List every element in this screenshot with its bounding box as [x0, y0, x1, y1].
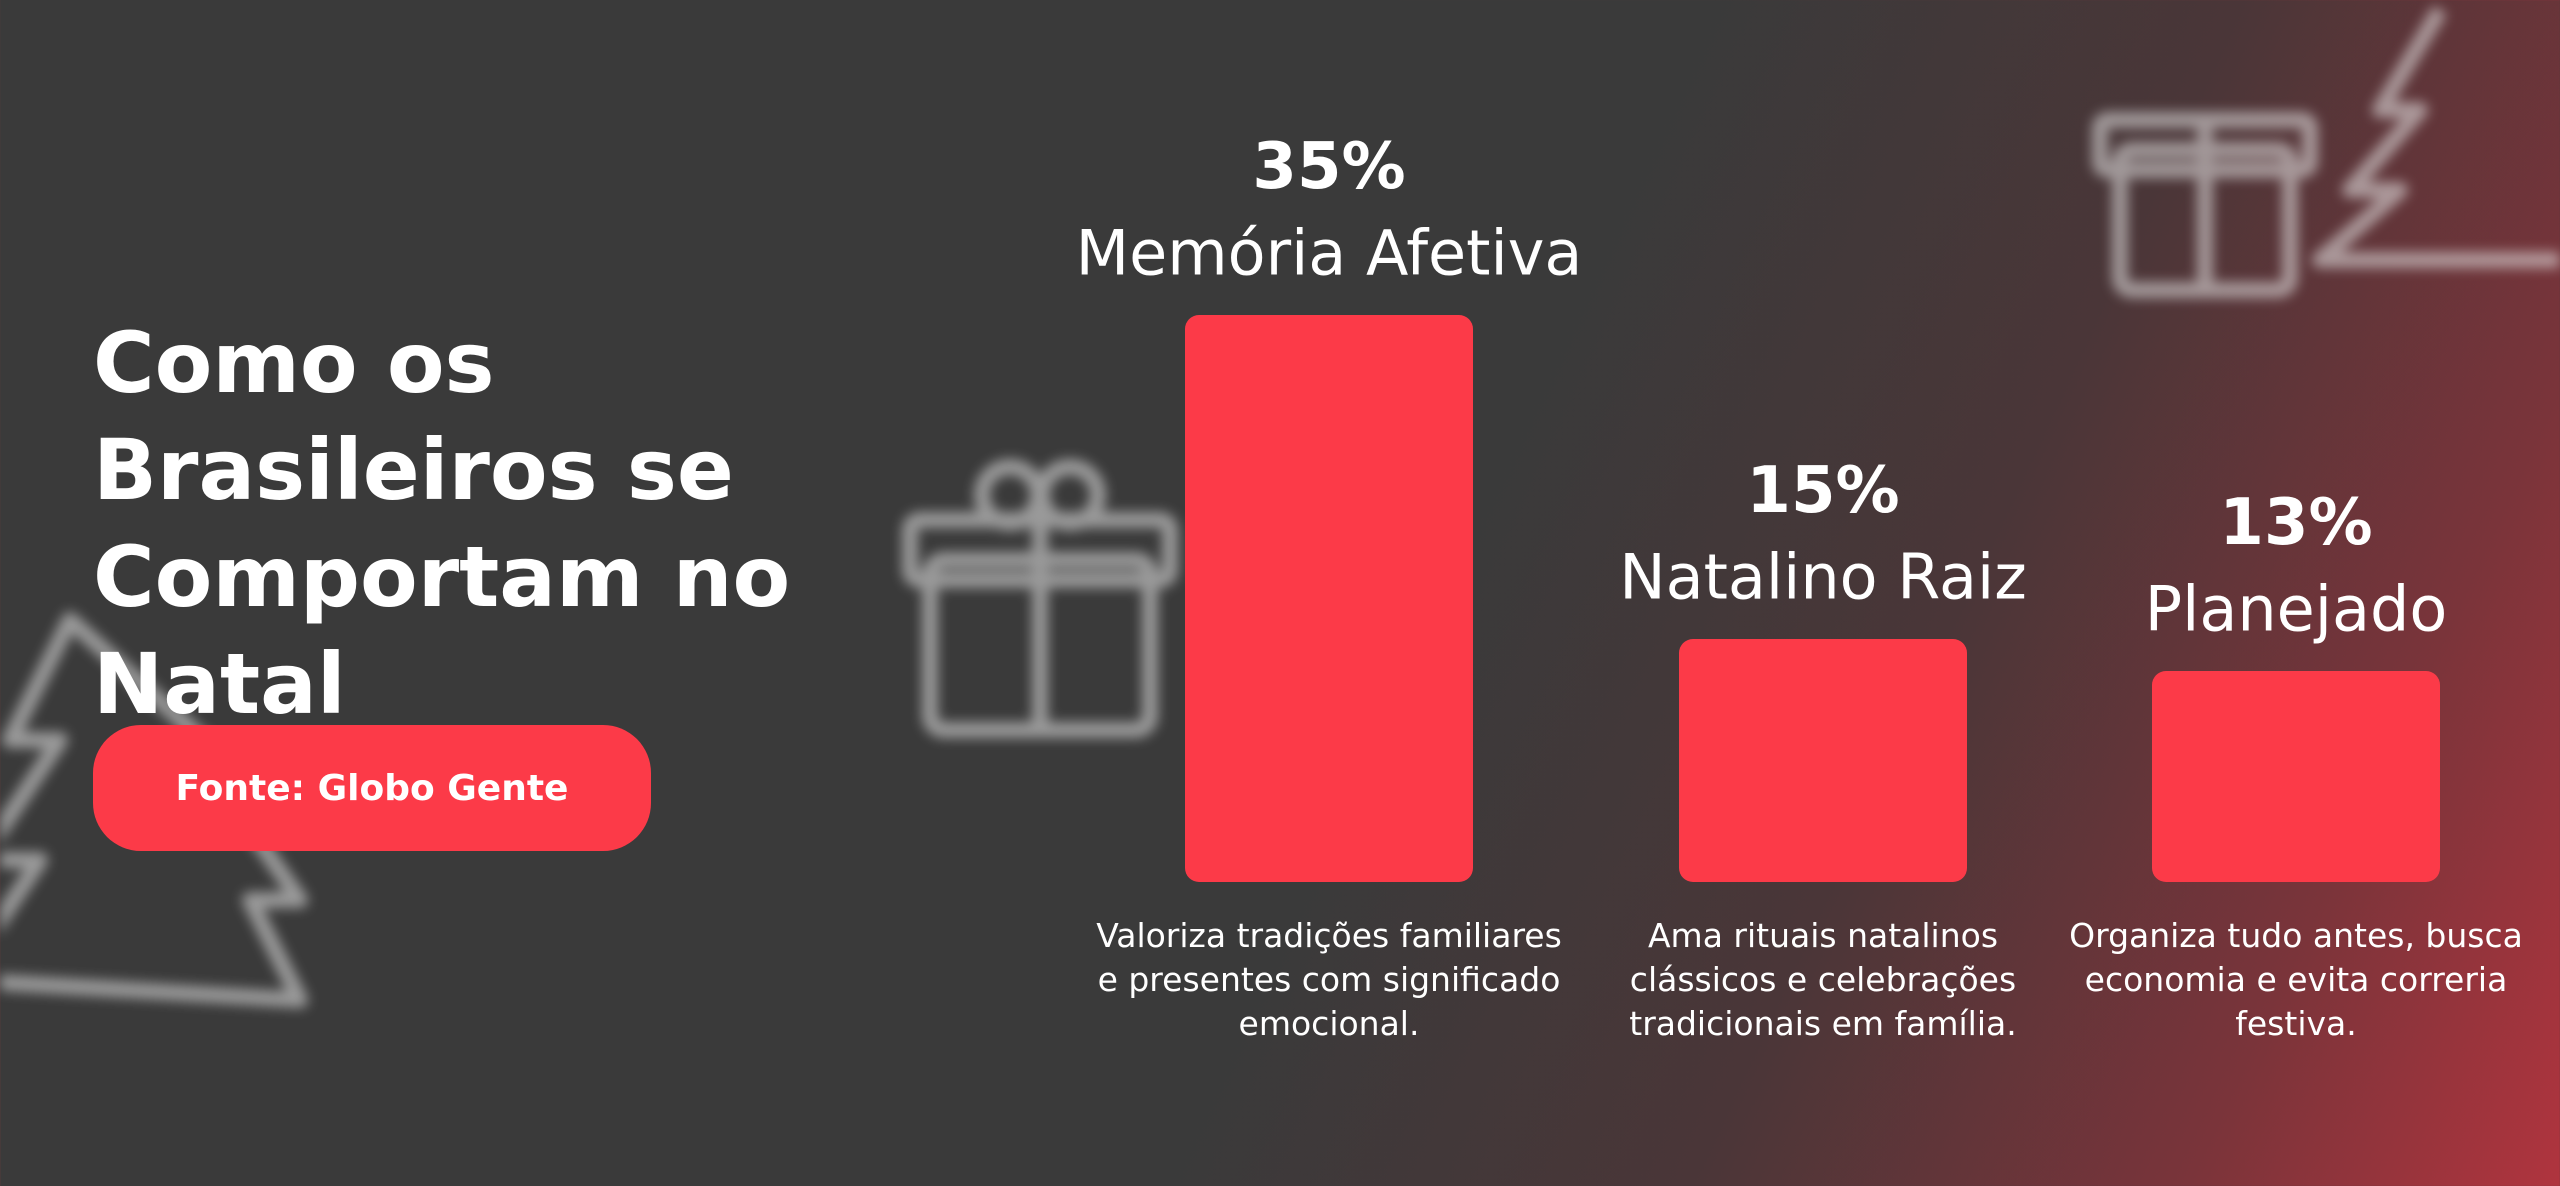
value-label: 35% — [1252, 130, 1406, 204]
bar — [2152, 671, 2440, 882]
category-label: Memória Afetiva — [1075, 216, 1583, 290]
value-label: 15% — [1746, 454, 1900, 528]
source-button[interactable]: Fonte: Globo Gente — [93, 725, 651, 851]
chart-title: Como os Brasileiros se Comportam no Nata… — [93, 314, 791, 733]
category-label: Natalino Raiz — [1619, 540, 2027, 614]
value-label: 13% — [2219, 486, 2373, 561]
description: Organiza tudo antes, busca economia e ev… — [2069, 916, 2523, 1043]
category-label: Planejado — [2144, 572, 2448, 646]
bar — [1185, 315, 1473, 882]
bar — [1679, 639, 1967, 882]
description: Valoriza tradições familiares e presente… — [1096, 916, 1562, 1043]
description: Ama rituais natalinos clássicos e celebr… — [1629, 916, 2017, 1043]
